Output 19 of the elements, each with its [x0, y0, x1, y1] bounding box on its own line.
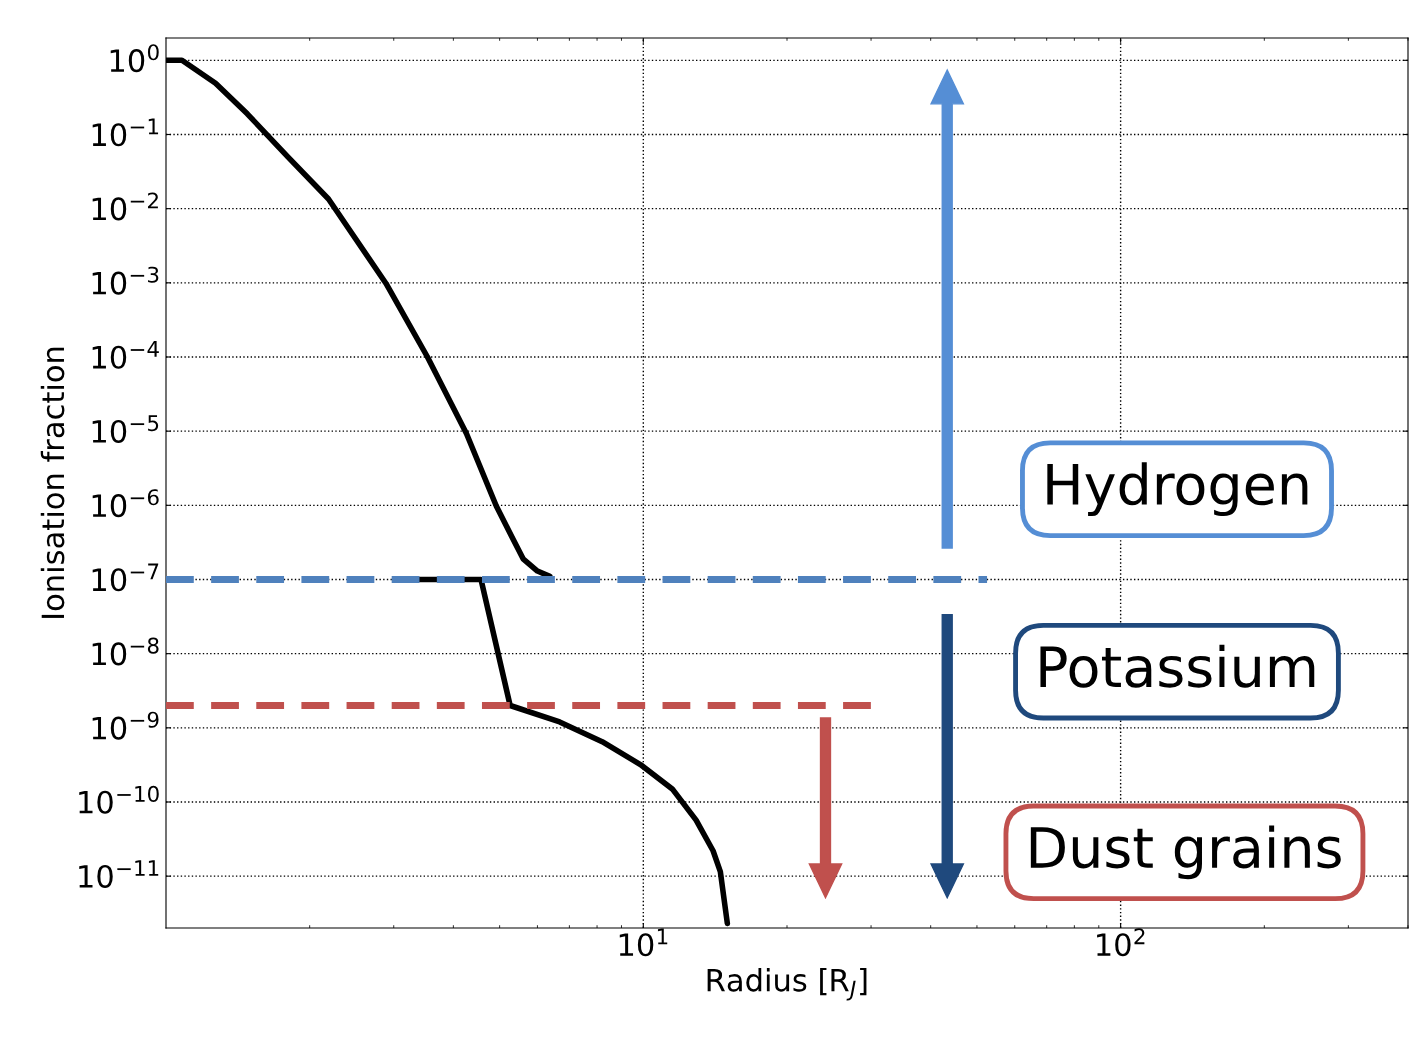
y-tick-label: 10$^{−9}$	[92, 711, 159, 740]
y-tick-label: 10$^{−5}$	[92, 415, 159, 443]
x-tick-label: 10$^{1}$	[619, 928, 668, 957]
y-tick-label: 10$^{−10}$	[79, 785, 159, 814]
y-tick-label: 10$^{−11}$	[79, 860, 159, 888]
y-tick-label: 10$^{−7}$	[92, 563, 159, 592]
y-tick-label: 10$^{−3}$	[92, 266, 159, 295]
y-tick-label: 10$^{0}$	[110, 44, 159, 73]
y-axis-title: Ionisation fraction	[40, 347, 65, 618]
annotation: Potassium	[1040, 644, 1315, 688]
y-tick-label: 10$^{−1}$	[92, 118, 159, 147]
y-tick-label: 10$^{−4}$	[92, 341, 159, 369]
annotation: Hydrogen	[1047, 462, 1308, 517]
y-tick-label: 10$^{−2}$	[92, 192, 158, 221]
x-axis-title: Radius [R$_{J}$]	[707, 967, 867, 1001]
annotation: Dust grains	[1030, 825, 1341, 880]
x-tick-label: 10$^{2}$	[1097, 928, 1145, 957]
y-tick-label: 10$^{−8}$	[92, 637, 159, 666]
y-tick-label: 10$^{−6}$	[92, 489, 159, 518]
